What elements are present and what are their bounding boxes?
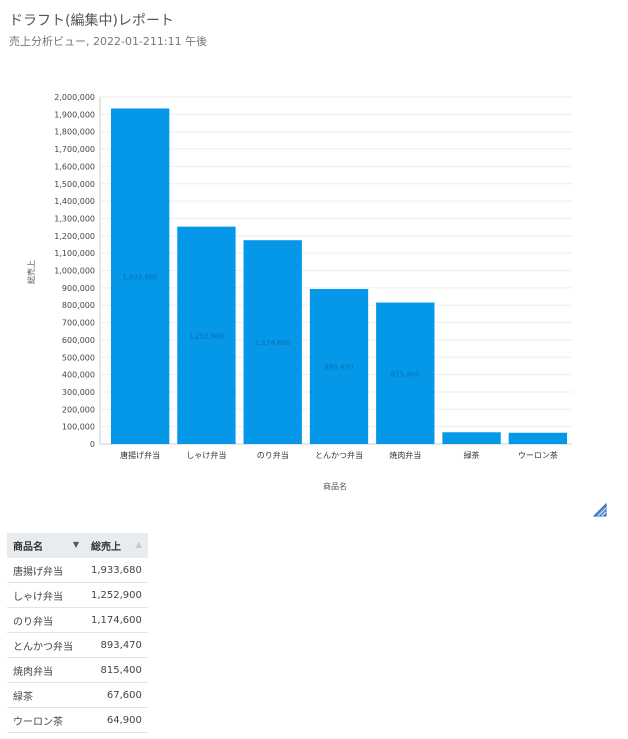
bar-chart: 1,933,680 1,252,900 1,174,600 893,470 815,40… [26,93,572,491]
data-label: 1,252,900 [189,332,225,340]
resize-corner-icon[interactable] [593,503,607,517]
y-axis-label: 総売上 [26,260,36,284]
y-tick-label: 1,500,000 [54,180,95,189]
column-header-sales[interactable]: 総売上 ▲ [85,533,148,558]
table-cell-sales: 1,174,600 [85,607,148,633]
bar [110,108,170,444]
bar [442,432,501,444]
y-tick-label: 1,700,000 [54,145,95,154]
bar [309,288,369,444]
table-cell-product: 唐揚げ弁当 [7,558,85,583]
y-tick-label: 2,000,000 [54,93,95,102]
y-tick-label: 400,000 [62,371,95,380]
table-cell-sales: 67,600 [85,682,148,708]
y-tick-label: 900,000 [62,284,95,293]
y-tick-label: 800,000 [62,301,95,310]
y-tick-label: 1,100,000 [54,249,95,258]
y-tick-label: 1,600,000 [54,162,95,171]
x-tick-label: 焼肉弁当 [389,450,421,460]
y-tick-label: 100,000 [62,423,95,432]
table-row: しゃけ弁当 1,252,900 [7,582,148,608]
y-tick-label: 1,300,000 [54,214,95,223]
table-row: のり弁当 1,174,600 [7,607,148,633]
table-cell-product: しゃけ弁当 [7,582,85,608]
x-axis-label: 商品名 [323,481,347,491]
y-tick-label: 700,000 [62,319,95,328]
bar [376,302,435,444]
table-row: とんかつ弁当 893,470 [7,632,148,658]
y-tick-label: 1,000,000 [54,267,95,276]
table-row: ウーロン茶 64,900 [7,707,148,733]
table-cell-sales: 1,933,680 [85,558,148,583]
table-cell-product: 緑茶 [7,682,85,708]
table-cell-product: 焼肉弁当 [7,657,85,683]
x-tick-label: のり弁当 [257,450,289,460]
table-cell-sales: 893,470 [85,632,148,658]
table-cell-sales: 815,400 [85,657,148,683]
data-label: 815,400 [391,370,420,378]
bar [243,240,302,444]
y-tick-label: 300,000 [62,388,95,397]
x-tick-label: とんかつ弁当 [315,450,363,460]
column-header-label: 商品名 [13,542,43,553]
y-tick-label: 200,000 [62,405,95,414]
x-tick-label: ウーロン茶 [518,450,558,460]
column-header-label: 総売上 [91,542,121,553]
table-cell-product: のり弁当 [7,607,85,633]
column-header-product[interactable]: 商品名 ▼ [7,533,85,558]
data-label: 1,933,680 [122,273,158,281]
table-row: 緑茶 67,600 [7,682,148,708]
table-cell-product: とんかつ弁当 [7,632,85,658]
table-header-row: 商品名 ▼ 総売上 ▲ [7,533,148,558]
y-tick-label: 1,900,000 [54,110,95,119]
bar [508,432,568,444]
x-tick-label: しゃけ弁当 [186,450,226,460]
data-table: 商品名 ▼ 総売上 ▲ 唐揚げ弁当 1,933,680 しゃけ弁当 1,252,… [7,533,148,733]
table-row: 焼肉弁当 815,400 [7,657,148,683]
y-tick-label: 0 [90,440,95,449]
y-tick-label: 1,800,000 [54,128,95,137]
x-tick-label: 唐揚げ弁当 [120,450,160,460]
table-cell-sales: 64,900 [85,707,148,733]
sort-asc-icon[interactable]: ▲ [135,540,142,549]
x-tick-label: 緑茶 [464,450,480,460]
table-cell-product: ウーロン茶 [7,707,85,733]
y-tick-label: 600,000 [62,336,95,345]
data-label: 1,174,600 [255,339,291,347]
report-title: ドラフト(編集中)レポート [9,13,174,29]
report-subtitle: 売上分析ビュー, 2022-01-211:11 午後 [9,35,208,48]
y-tick-label: 1,400,000 [54,197,95,206]
sort-desc-icon[interactable]: ▼ [72,540,79,549]
bar [177,226,236,444]
table-row: 唐揚げ弁当 1,933,680 [7,558,148,583]
data-label: 893,470 [325,363,354,371]
y-tick-label: 1,200,000 [54,232,95,241]
y-tick-label: 500,000 [62,353,95,362]
table-cell-sales: 1,252,900 [85,582,148,608]
